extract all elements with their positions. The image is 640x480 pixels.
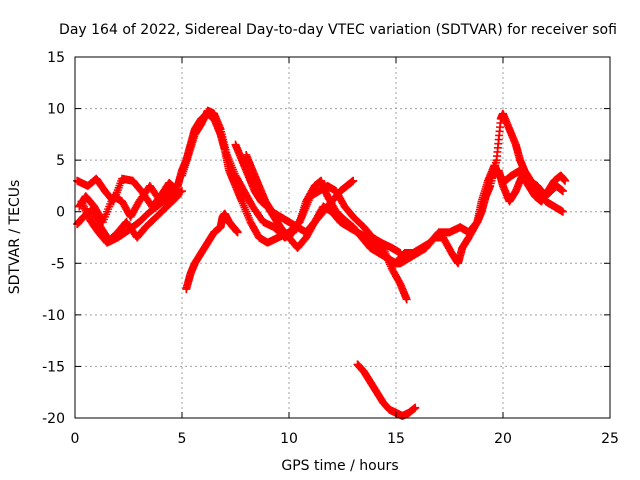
data-point — [411, 403, 420, 412]
series-track-11 — [387, 109, 567, 268]
y-tick-label: -5 — [51, 256, 65, 272]
data-point — [79, 202, 88, 211]
data-points — [73, 106, 570, 420]
x-tick-label: 20 — [494, 431, 512, 447]
data-point — [349, 176, 358, 185]
y-tick-label: -10 — [42, 308, 65, 324]
series-track-12 — [488, 166, 570, 206]
data-point — [78, 199, 87, 208]
y-tick-label: -15 — [42, 359, 65, 375]
plot-frame — [74, 56, 611, 419]
data-point — [89, 209, 98, 218]
data-point — [561, 176, 570, 185]
data-point — [558, 207, 567, 216]
series-track-10 — [353, 360, 420, 420]
data-point — [88, 207, 97, 216]
series-track-6 — [178, 106, 405, 257]
series-track-3 — [73, 192, 182, 245]
data-point — [90, 210, 99, 219]
data-point — [92, 214, 101, 223]
y-axis-label: SDTVAR / TECUs — [7, 180, 23, 295]
x-tick-label: 0 — [71, 431, 80, 447]
axis-ticks: 0 5 10 15 20 25 -20 -15 -10 -5 0 5 10 15 — [42, 50, 619, 447]
y-tick-label: 0 — [56, 205, 65, 221]
data-point — [80, 204, 89, 213]
data-point — [84, 212, 93, 221]
data-point — [558, 187, 567, 196]
data-point — [93, 216, 102, 225]
y-tick-label: 5 — [56, 153, 65, 169]
series-track-4 — [77, 187, 186, 247]
x-tick-label: 15 — [387, 431, 405, 447]
x-tick-label: 10 — [280, 431, 298, 447]
y-tick-label: 10 — [47, 102, 65, 118]
data-point — [178, 187, 186, 196]
series-track-8 — [242, 150, 411, 304]
grid — [75, 57, 610, 418]
data-point — [81, 206, 90, 215]
data-point — [402, 295, 411, 304]
x-tick-label: 5 — [178, 431, 187, 447]
data-point — [396, 248, 405, 257]
data-point — [83, 210, 92, 219]
data-point — [82, 208, 91, 217]
y-tick-label: 15 — [47, 50, 65, 66]
data-point — [233, 228, 242, 237]
x-tick-label: 25 — [601, 431, 619, 447]
x-axis-label: GPS time / hours — [281, 458, 398, 474]
y-tick-label: -20 — [42, 411, 65, 427]
data-point — [91, 212, 100, 221]
series-track-9 — [182, 209, 242, 294]
data-point — [77, 197, 86, 206]
data-point — [79, 201, 88, 210]
chart-title: Day 164 of 2022, Sidereal Day-to-day VTE… — [59, 22, 617, 38]
data-point — [296, 214, 305, 223]
data-point — [88, 205, 97, 214]
